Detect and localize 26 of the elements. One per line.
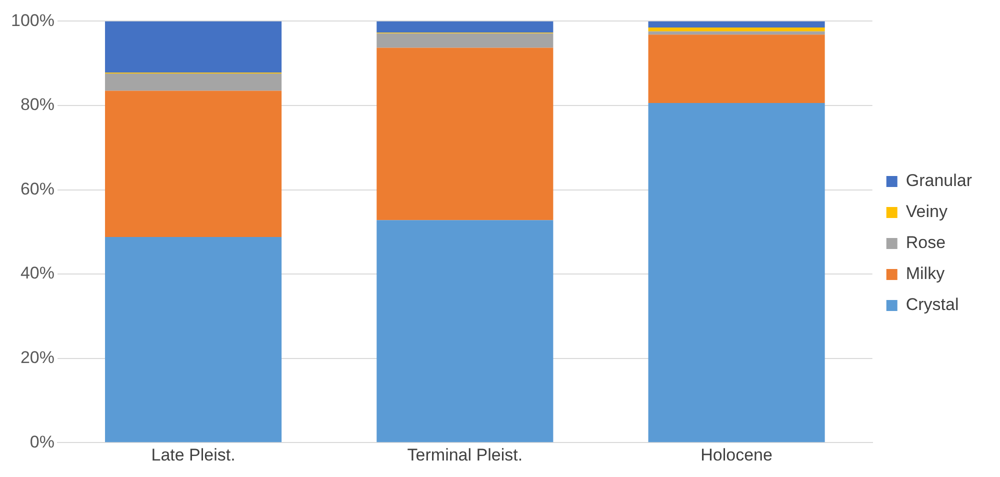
y-tick-label: 20% [20, 348, 54, 368]
bar [648, 28, 825, 32]
legend-label: Rose [906, 233, 946, 252]
bar [376, 220, 554, 442]
bar [376, 48, 554, 220]
bar [648, 102, 825, 442]
bar [105, 90, 282, 237]
bar [105, 21, 282, 73]
bar [376, 21, 554, 33]
bar [376, 33, 554, 48]
y-tick-label: 100% [10, 10, 54, 30]
y-tick-label: 60% [20, 179, 54, 198]
x-tick-label: Terminal Pleist. [407, 445, 523, 464]
y-tick-label: 0% [30, 432, 54, 452]
bar [648, 34, 825, 103]
y-tick-label: 40% [20, 264, 54, 283]
legend-label: Granular [906, 171, 972, 190]
bar [105, 236, 282, 442]
y-tick-label: 80% [20, 95, 54, 114]
legend-label: Veiny [906, 202, 948, 222]
bar [648, 21, 825, 28]
x-tick-label: Holocene [700, 445, 772, 464]
bar [105, 73, 282, 91]
x-tick-label: Late Pleist. [151, 445, 236, 464]
legend-label: Milky [906, 264, 946, 284]
legend-label: Crystal [906, 295, 959, 314]
